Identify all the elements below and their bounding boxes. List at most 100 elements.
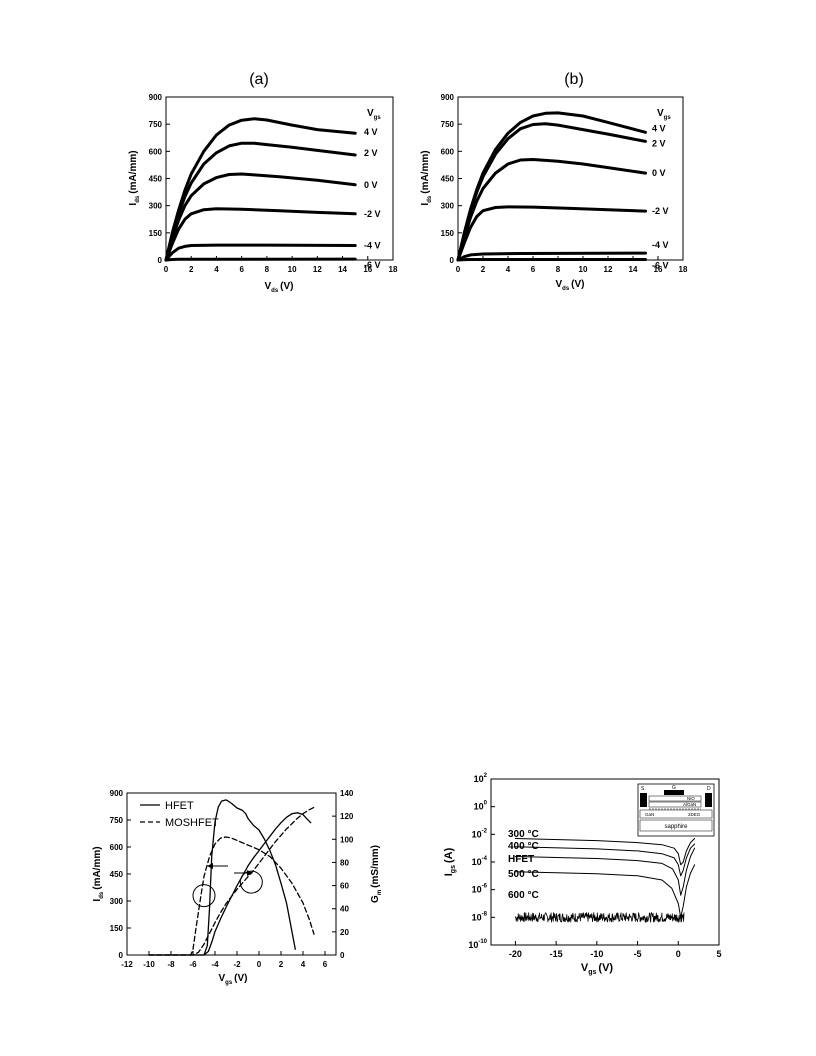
x-axis-label-b: Vds (V) xyxy=(555,279,584,292)
x-tick-label: 6 xyxy=(323,960,328,969)
y-tick-label: 750 xyxy=(441,120,455,129)
y-tick-label: 450 xyxy=(149,175,163,184)
legend-label-moshfet: MOSHFET xyxy=(165,817,219,829)
series-line xyxy=(456,122,647,262)
y2-tick-label: 20 xyxy=(340,928,349,937)
series-line xyxy=(164,243,357,262)
x-tick-label: 14 xyxy=(338,265,347,274)
y-tick-label: 300 xyxy=(110,897,124,906)
x-tick-label: 6 xyxy=(239,265,244,274)
x-tick-label: 16 xyxy=(363,265,372,274)
series-line xyxy=(514,847,696,896)
inset-gan-layer xyxy=(639,809,713,819)
x-tick-label: 4 xyxy=(301,960,306,969)
x-tick-label: 8 xyxy=(556,265,561,274)
y-axis-label-a: Ids(mA/mm) xyxy=(128,150,141,205)
y2-tick-label: 80 xyxy=(340,858,349,867)
y2-tick-label: 140 xyxy=(340,789,354,798)
y-tick-label: 150 xyxy=(441,229,455,238)
inset-drain-contact xyxy=(705,793,712,807)
y-tick-label: 0 xyxy=(119,951,124,960)
y2-axis-label-c: Gm(mS/mm) xyxy=(370,845,383,903)
legend-title-b: Vgs xyxy=(657,108,671,121)
x-tick-label: 6 xyxy=(531,265,536,274)
x-tick-label: -8 xyxy=(167,960,175,969)
series-label: -2 V xyxy=(652,206,669,216)
y-tick-label: 900 xyxy=(441,93,455,102)
y-tick-label: 102 xyxy=(474,773,488,784)
series-labels-a: 4 V 2 V 0 V -2 V -4 V -6 V xyxy=(364,127,381,270)
y-tick-label: 150 xyxy=(149,229,163,238)
series-line xyxy=(515,912,685,923)
inset-label-nio: NiO xyxy=(687,796,695,801)
y2-ticks-c: 0 20 40 60 80 100 120 140 xyxy=(332,789,354,960)
x-axis-label-d: Vgs (V) xyxy=(581,962,614,976)
y-tick-label: 10-6 xyxy=(472,884,488,895)
inset-nio-layer xyxy=(648,795,702,802)
y-axis-label-d: Igs(A) xyxy=(443,847,457,876)
y2-tick-label: 100 xyxy=(340,835,354,844)
y2-tick-label: 60 xyxy=(340,882,349,891)
x-tick-label: 18 xyxy=(389,265,398,274)
series-label: 0 V xyxy=(364,180,378,190)
x-tick-label: 4 xyxy=(506,265,511,274)
y-tick-label: 900 xyxy=(110,789,124,798)
x-tick-label: 16 xyxy=(654,265,663,274)
y-ticks-d: 102 100 10-2 10-4 10-6 10-8 10-10 xyxy=(468,773,495,950)
inset-label-sapphire: sapphire xyxy=(664,824,688,830)
annotation-circle xyxy=(239,870,263,894)
y-ticks-b: 0 150 300 450 600 750 900 xyxy=(441,93,462,265)
x-tick-label: -10 xyxy=(590,949,603,959)
x-tick-label: 2 xyxy=(189,265,194,274)
series-label: -6 V xyxy=(364,260,381,270)
series-group-b xyxy=(456,111,647,262)
y-axis-label-b: Ids(mA/mm) xyxy=(420,150,433,205)
y-tick-label: 10-4 xyxy=(472,856,488,867)
inset-label-2deg: 2DEG xyxy=(688,812,701,817)
x-tick-label: 12 xyxy=(313,265,322,274)
x-tick-label: -12 xyxy=(121,960,133,969)
y-tick-label: 0 xyxy=(450,256,455,265)
inset-label-g: G xyxy=(672,785,676,791)
x-tick-label: -4 xyxy=(211,960,219,969)
panel-b-label: (b) xyxy=(564,71,584,88)
series-label: 4 V xyxy=(364,127,378,137)
series-label: 0 V xyxy=(652,168,666,178)
y-ticks-a: 0 150 300 450 600 750 900 xyxy=(149,93,170,265)
series-line xyxy=(164,207,357,262)
legend-c: HFET MOSHFET xyxy=(140,800,219,829)
inset-label-gan: GaN xyxy=(645,812,654,817)
arrow-right-c xyxy=(234,870,253,876)
x-axis-label-a: Vds (V) xyxy=(264,281,293,294)
x-tick-label: 2 xyxy=(481,265,486,274)
series-label: 500 °C xyxy=(508,869,539,880)
annotations-c xyxy=(192,870,263,908)
y-tick-label: 450 xyxy=(441,175,455,184)
x-tick-label: 8 xyxy=(265,265,270,274)
series-label: 4 V xyxy=(652,123,666,133)
x-axis-label-c: Vgs (V) xyxy=(218,973,247,986)
inset-sapphire-layer xyxy=(639,819,713,832)
series-group-a xyxy=(164,117,357,262)
y-tick-label: 600 xyxy=(110,843,124,852)
series-label: 300 °C xyxy=(508,829,539,840)
inset-algan-layer xyxy=(648,801,702,808)
x-tick-label: -20 xyxy=(509,949,522,959)
y-tick-label: 600 xyxy=(441,147,455,156)
x-tick-label: 12 xyxy=(604,265,613,274)
series-line xyxy=(164,172,357,262)
x-tick-label: 0 xyxy=(456,265,461,274)
y-tick-label: 750 xyxy=(110,816,124,825)
legend-title-a: Vgs xyxy=(367,108,381,121)
y-tick-label: 450 xyxy=(110,870,124,879)
series-line xyxy=(456,158,647,262)
inset-label-algan: AlGaN xyxy=(683,802,696,807)
y2-tick-label: 120 xyxy=(340,812,354,821)
series-line xyxy=(164,117,357,262)
series-line xyxy=(164,257,357,262)
device-inset: S G D NiO AlGaN GaN 2DEG sapphire xyxy=(637,783,715,837)
series-line xyxy=(148,806,315,956)
x-tick-label: -15 xyxy=(550,949,563,959)
panel-b: (b) 0 2 4 6 8 10 12 14 16 18 0150300450600750900 … xyxy=(420,71,688,292)
